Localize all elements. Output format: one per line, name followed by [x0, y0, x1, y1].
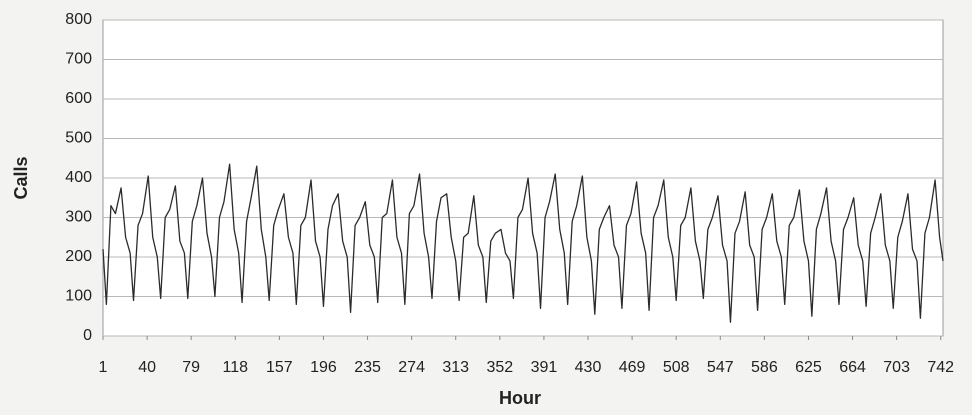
y-tick-label: 200 [65, 248, 92, 265]
x-tick-label: 703 [883, 359, 910, 376]
y-axis-title: Calls [11, 156, 31, 199]
x-tick-label: 547 [707, 359, 734, 376]
y-tick-label: 800 [65, 11, 92, 28]
y-tick-label: 700 [65, 51, 92, 68]
y-tick-label: 300 [65, 209, 92, 226]
x-tick-label: 586 [751, 359, 778, 376]
x-tick-label: 430 [575, 359, 602, 376]
x-tick-label: 469 [619, 359, 646, 376]
x-tick-label: 196 [310, 359, 337, 376]
x-tick-label: 664 [839, 359, 866, 376]
x-tick-label: 508 [663, 359, 690, 376]
x-tick-label: 157 [266, 359, 293, 376]
data-line [102, 163, 944, 323]
y-tick-label: 400 [65, 169, 92, 186]
y-tick-label: 500 [65, 130, 92, 147]
x-tick-label: 391 [531, 359, 558, 376]
x-tick-label: 625 [795, 359, 822, 376]
x-tick-label: 352 [486, 359, 513, 376]
x-tick-label: 313 [442, 359, 469, 376]
x-tick-label: 118 [223, 359, 249, 376]
x-tick-label: 742 [927, 359, 954, 376]
x-tick-label: 274 [398, 359, 425, 376]
x-tick-label: 1 [99, 359, 108, 376]
x-axis-title: Hour [499, 388, 541, 408]
x-tick-label: 79 [182, 359, 200, 376]
x-tick-label: 235 [354, 359, 381, 376]
y-tick-label: 600 [65, 90, 92, 107]
y-tick-label: 0 [83, 327, 92, 344]
y-tick-label: 100 [65, 288, 92, 305]
x-tick-label: 40 [138, 359, 156, 376]
